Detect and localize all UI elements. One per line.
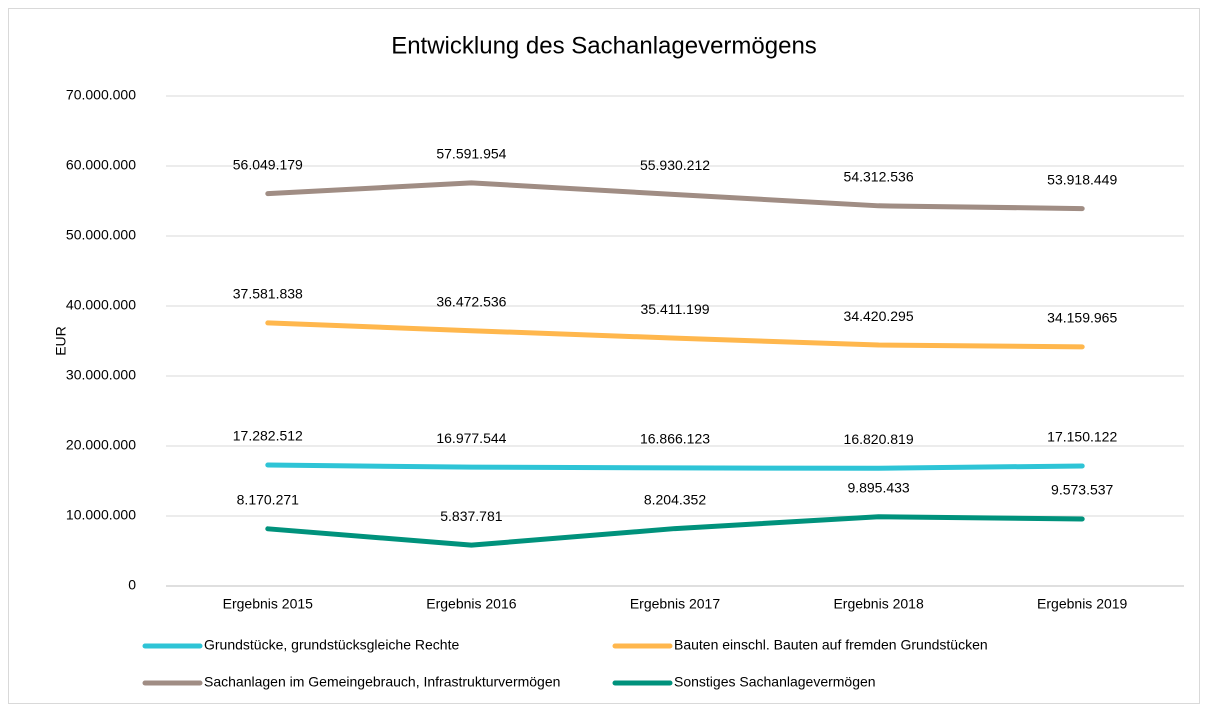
- x-tick-label: Ergebnis 2018: [833, 596, 924, 612]
- data-label: 16.977.544: [436, 430, 506, 446]
- data-label: 37.581.838: [233, 286, 303, 302]
- x-tick-label: Ergebnis 2016: [426, 596, 517, 612]
- data-label: 35.411.199: [640, 301, 709, 317]
- data-label: 9.573.537: [1051, 482, 1113, 498]
- data-label: 55.930.212: [640, 157, 710, 173]
- y-tick-label: 70.000.000: [66, 87, 136, 103]
- data-label: 17.282.512: [233, 428, 303, 444]
- data-label: 5.837.781: [440, 508, 502, 524]
- legend-label: Sonstiges Sachanlagevermögen: [674, 674, 876, 690]
- x-tick-label: Ergebnis 2019: [1037, 596, 1128, 612]
- y-axis-label: EUR: [53, 326, 69, 356]
- data-label: 56.049.179: [233, 156, 303, 172]
- data-label: 8.204.352: [644, 491, 706, 507]
- x-tick-label: Ergebnis 2017: [630, 596, 721, 612]
- y-tick-label: 40.000.000: [66, 297, 136, 313]
- data-label: 54.312.536: [844, 169, 914, 185]
- y-tick-label: 20.000.000: [66, 437, 136, 453]
- data-label: 16.820.819: [844, 431, 914, 447]
- y-tick-label: 60.000.000: [66, 157, 136, 173]
- series-line: [265, 180, 1085, 212]
- data-label: 34.420.295: [844, 308, 914, 324]
- series-line: [265, 514, 1085, 548]
- y-tick-label: 50.000.000: [66, 227, 136, 243]
- data-label: 8.170.271: [237, 492, 299, 508]
- x-tick-label: Ergebnis 2015: [223, 596, 314, 612]
- data-label: 16.866.123: [640, 431, 710, 447]
- series-line: [265, 462, 1085, 471]
- y-tick-label: 10.000.000: [66, 507, 136, 523]
- series-line: [265, 320, 1085, 350]
- data-label: 53.918.449: [1047, 171, 1117, 187]
- chart-title: Entwicklung des Sachanlagevermögens: [391, 32, 817, 59]
- data-label: 57.591.954: [436, 146, 506, 162]
- data-label: 34.159.965: [1047, 310, 1117, 326]
- legend-label: Sachanlagen im Gemeingebrauch, Infrastru…: [204, 674, 560, 690]
- data-label: 9.895.433: [847, 479, 909, 495]
- legend-label: Grundstücke, grundstücksgleiche Rechte: [204, 637, 459, 653]
- data-label: 36.472.536: [436, 293, 506, 309]
- y-tick-label: 0: [128, 577, 136, 593]
- y-tick-label: 30.000.000: [66, 367, 136, 383]
- data-label: 17.150.122: [1047, 429, 1117, 445]
- legend-label: Bauten einschl. Bauten auf fremden Grund…: [674, 637, 988, 653]
- chart-border: [8, 8, 1200, 704]
